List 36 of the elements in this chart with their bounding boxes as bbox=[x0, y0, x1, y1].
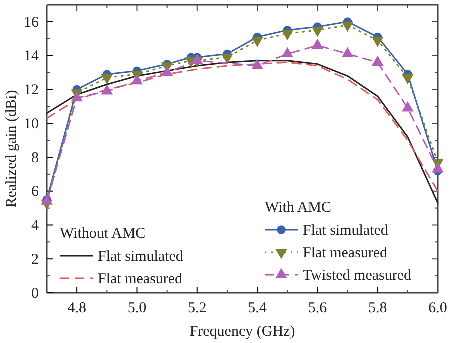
point bbox=[282, 47, 294, 58]
point bbox=[101, 84, 114, 95]
point bbox=[432, 162, 444, 173]
y-tick-label: 12 bbox=[24, 82, 39, 99]
x-tick-label: 5.2 bbox=[188, 300, 207, 317]
annotation: Without AMC bbox=[60, 226, 146, 242]
x-tick-label: 5.4 bbox=[248, 300, 268, 317]
point bbox=[312, 38, 324, 50]
x-tick-label: 5.8 bbox=[368, 300, 388, 317]
x-axis-title: Frequency (GHz) bbox=[190, 324, 296, 340]
y-tick-label: 2 bbox=[32, 252, 39, 268]
y-tick-label: 10 bbox=[24, 116, 39, 132]
legend-label: Flat simulated bbox=[98, 249, 184, 265]
x-tick-label: 5.6 bbox=[308, 300, 328, 317]
y-tick-label: 4 bbox=[32, 218, 40, 234]
y-axis-title: Realized gain (dBi) bbox=[4, 90, 20, 208]
x-tick-label: 5.0 bbox=[128, 300, 147, 317]
legend-label: Flat measured bbox=[303, 246, 388, 262]
y-tick-label: 16 bbox=[24, 14, 40, 31]
point bbox=[402, 102, 414, 112]
y-tick-label: 8 bbox=[32, 150, 39, 166]
point bbox=[252, 59, 264, 70]
point bbox=[131, 74, 144, 85]
legend-label: Flat simulated bbox=[303, 223, 389, 239]
point bbox=[372, 56, 384, 66]
point bbox=[161, 66, 174, 76]
y-tick-label: 14 bbox=[24, 48, 40, 65]
x-tick-label: 4.8 bbox=[68, 300, 86, 317]
legend-label: Twisted measured bbox=[303, 268, 412, 284]
annotation: With AMC bbox=[265, 200, 332, 216]
y-tick-label: 0 bbox=[32, 286, 39, 302]
point bbox=[192, 54, 204, 64]
y-tick-label: 6 bbox=[32, 184, 40, 200]
x-tick-label: 6.0 bbox=[428, 300, 448, 317]
legend-label: Flat measured bbox=[98, 272, 184, 288]
point bbox=[342, 47, 354, 58]
